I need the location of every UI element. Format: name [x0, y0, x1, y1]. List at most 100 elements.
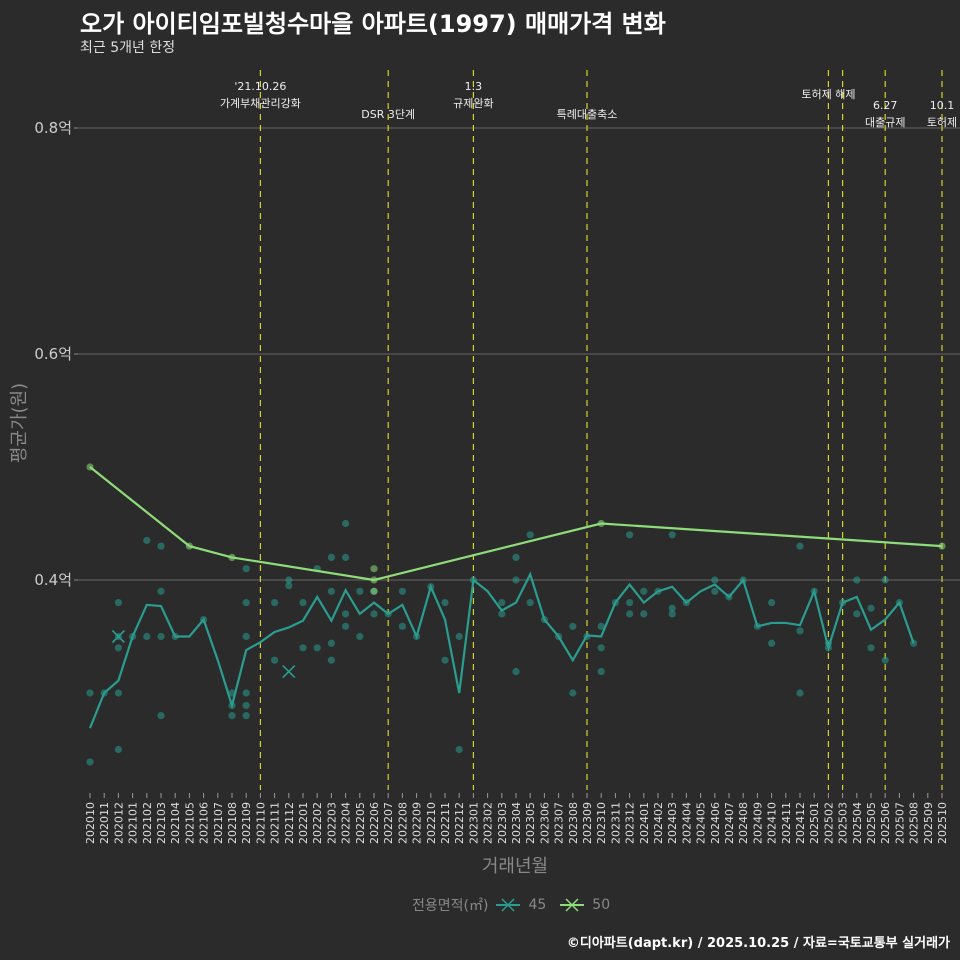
cross-marker-icon	[282, 664, 296, 679]
data-point-45	[512, 576, 520, 584]
data-point-45	[342, 610, 350, 618]
x-tick-label: 202110	[254, 802, 267, 844]
series-line-45	[88, 571, 915, 729]
x-tick-label: 202401	[638, 802, 651, 844]
x-tick-label: 202204	[340, 802, 353, 844]
x-tick-label: 202311	[609, 802, 622, 844]
x-tick-label: 202212	[453, 802, 466, 844]
x-tick-label: 202403	[666, 802, 679, 844]
data-point-45	[86, 689, 94, 697]
data-point-45	[498, 610, 506, 618]
x-tick-label: 202104	[169, 802, 182, 844]
data-point-45	[867, 604, 875, 612]
series-line-50	[89, 466, 943, 582]
x-tick-label: 202012	[112, 802, 125, 844]
data-point-45	[526, 531, 534, 539]
data-point-45	[512, 667, 520, 676]
x-tick-label: 202109	[240, 802, 253, 844]
data-point-45	[796, 627, 804, 635]
event-label: 10.1	[930, 99, 955, 112]
data-point-45	[285, 576, 293, 584]
event-label: 대출규제	[865, 116, 905, 129]
x-tick-label: 202407	[723, 802, 736, 844]
data-point-45	[597, 622, 605, 630]
data-point-45	[867, 644, 875, 652]
x-tick-label: 202011	[98, 802, 111, 844]
data-point-45	[242, 599, 250, 607]
x-axis-label: 거래년월	[481, 856, 549, 877]
x-tick-label: 202202	[311, 802, 324, 844]
data-point-45	[711, 587, 719, 595]
x-tick-label: 202307	[553, 802, 566, 844]
x-tick-label: 202101	[127, 802, 140, 844]
x-tick-label: 202206	[368, 802, 381, 844]
data-point-45	[398, 622, 406, 630]
data-point-45	[299, 644, 307, 652]
data-point-45	[597, 667, 605, 676]
event-label: 토허제	[927, 116, 957, 129]
data-point-45	[626, 610, 634, 618]
x-tick-label: 202209	[411, 802, 424, 844]
data-point-45	[271, 599, 279, 607]
data-point-45	[327, 639, 335, 647]
x-tick-label: 202305	[524, 802, 537, 844]
x-tick-label: 202309	[581, 802, 594, 844]
x-tick-label: 202103	[155, 802, 168, 844]
event-label: 가계부채관리강화	[220, 97, 301, 110]
x-tick-label: 202111	[269, 802, 282, 844]
x-tick-label: 202207	[382, 802, 395, 844]
data-point-45	[853, 576, 861, 584]
x-tick-label: 202201	[297, 802, 310, 844]
x-tick-label: 202502	[822, 802, 835, 844]
x-tick-label: 202404	[680, 802, 693, 844]
data-point-45	[327, 587, 335, 595]
data-point-45	[668, 531, 676, 539]
x-tick-label: 202504	[851, 802, 864, 844]
x-tick-label: 202108	[226, 802, 239, 844]
chart-title: 오가 아이티임포빌청수마을 아파트(1997) 매매가격 변화	[80, 10, 666, 38]
x-tick-label: 202409	[751, 802, 764, 844]
data-point-45	[143, 632, 151, 641]
data-point-45	[285, 582, 293, 590]
data-point-45	[143, 536, 151, 545]
y-tick-label: 0.6억	[34, 345, 72, 363]
data-point-45	[356, 632, 364, 641]
data-point-45	[455, 632, 463, 641]
data-point-45	[157, 632, 165, 641]
data-point-45	[86, 758, 94, 766]
data-point-45	[853, 610, 861, 618]
legend: 전용면적(㎡) 45 50	[412, 895, 610, 915]
x-tick-label: 202302	[482, 802, 495, 844]
data-point-45	[157, 542, 165, 550]
data-point-45	[242, 565, 250, 573]
data-point-45	[512, 553, 520, 562]
x-tick-label: 202106	[198, 802, 211, 844]
y-tick-label: 0.8억	[34, 119, 72, 137]
data-point-45	[242, 632, 250, 641]
data-point-45	[327, 553, 335, 562]
data-point-45	[114, 599, 122, 607]
x-tick-label: 202203	[325, 802, 338, 844]
data-point-45	[114, 644, 122, 652]
x-tick-label: 202105	[183, 802, 196, 844]
data-point-45	[327, 656, 335, 664]
x-tick-label: 202304	[510, 802, 523, 844]
data-point-45	[157, 587, 165, 595]
x-tick-label: 202402	[652, 802, 665, 844]
x-tick-label: 202510	[936, 802, 949, 844]
data-point-45	[640, 610, 648, 618]
x-tick-label: 202508	[908, 802, 921, 844]
x-tick-label: 202205	[354, 802, 367, 844]
x-tick-label: 202308	[567, 802, 580, 844]
data-point-45	[498, 599, 506, 607]
data-point-45	[242, 712, 250, 720]
x-tick-label: 202211	[439, 802, 452, 844]
data-point-45	[711, 576, 719, 584]
x-tick-label: 202306	[538, 802, 551, 844]
data-point-45	[796, 542, 804, 550]
event-label: '21.10.26	[234, 80, 286, 93]
legend-key-45-icon	[496, 898, 521, 912]
data-point-45	[526, 599, 534, 607]
data-point-45	[881, 576, 889, 584]
data-point-45	[768, 599, 776, 607]
